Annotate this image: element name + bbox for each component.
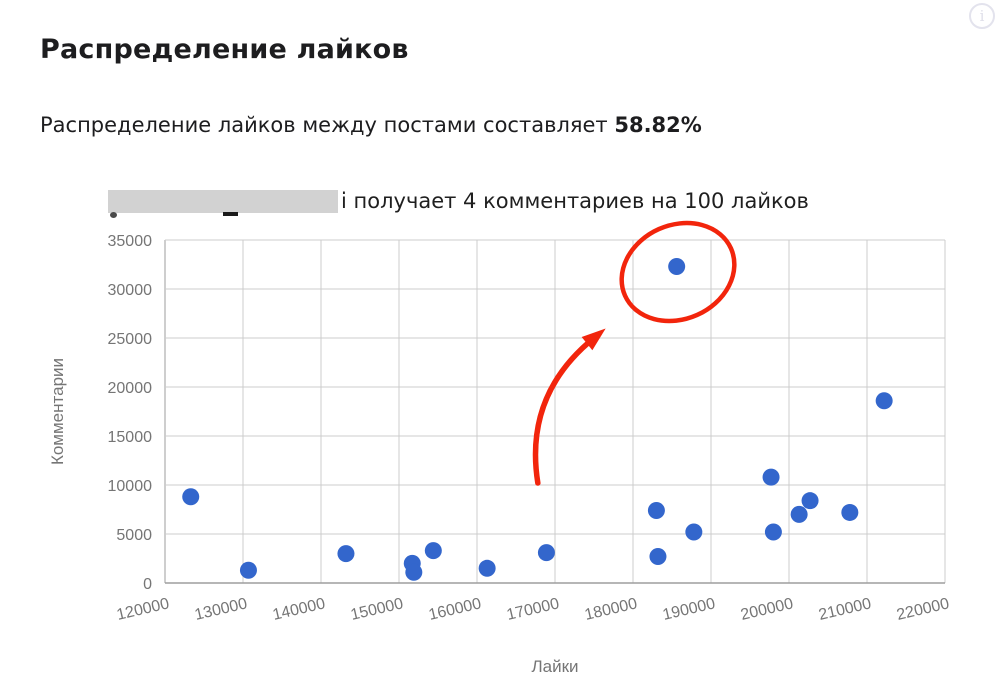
data-point[interactable] <box>537 544 555 562</box>
page-title: Распределение лайков <box>40 34 409 65</box>
x-tick-label: 190000 <box>661 595 717 624</box>
data-point[interactable] <box>337 545 355 563</box>
y-tick-label: 20000 <box>108 380 153 397</box>
x-tick-label: 160000 <box>427 595 483 624</box>
chart-title: i получает 4 комментариев на 100 лайков <box>108 188 809 214</box>
chart-title-text: i получает 4 комментариев на 100 лайков <box>341 189 809 213</box>
x-tick-label: 210000 <box>817 595 873 624</box>
x-tick-label: 200000 <box>739 595 795 624</box>
username-descender-mark <box>110 212 117 218</box>
data-point[interactable] <box>649 548 667 566</box>
x-tick-label: 180000 <box>583 595 639 624</box>
data-point[interactable] <box>478 559 496 577</box>
subtitle-text: Распределение лайков между постами соста… <box>40 113 615 137</box>
x-tick-label: 150000 <box>349 595 405 624</box>
username-underscore-mark <box>223 212 238 216</box>
x-tick-label: 140000 <box>271 595 327 624</box>
data-point[interactable] <box>239 561 257 579</box>
data-point[interactable] <box>405 563 423 581</box>
info-icon[interactable]: i <box>969 3 995 29</box>
data-point[interactable] <box>685 523 703 541</box>
data-point[interactable] <box>182 488 200 506</box>
data-point[interactable] <box>841 503 859 521</box>
y-tick-label: 35000 <box>108 233 153 250</box>
y-tick-label: 30000 <box>108 282 153 299</box>
redacted-username-box <box>108 190 338 213</box>
data-point[interactable] <box>801 492 819 510</box>
x-tick-label: 170000 <box>505 595 561 624</box>
data-point[interactable] <box>668 257 686 275</box>
x-tick-label: 120000 <box>115 595 171 624</box>
x-axis-title: Лайки <box>531 657 578 676</box>
y-tick-label: 25000 <box>108 331 153 348</box>
data-point[interactable] <box>647 501 665 519</box>
y-tick-label: 0 <box>143 576 152 593</box>
annotation-arrowhead <box>581 328 606 351</box>
data-point[interactable] <box>764 523 782 541</box>
data-point[interactable] <box>790 505 808 523</box>
x-tick-label: 130000 <box>193 595 249 624</box>
subtitle: Распределение лайков между постами соста… <box>40 113 702 137</box>
y-tick-label: 5000 <box>116 527 152 544</box>
annotation-ellipse <box>619 220 737 324</box>
y-tick-label: 10000 <box>108 478 153 495</box>
y-tick-label: 15000 <box>108 429 153 446</box>
scatter-chart-canvas[interactable]: 0 5000 10000 15000 20000 25000 30000 35000 12000… <box>0 170 1000 689</box>
y-axis-title: Комментарии <box>48 358 67 465</box>
subtitle-value: 58.82% <box>614 113 702 137</box>
data-point[interactable] <box>762 468 780 486</box>
annotation-arrow-shaft <box>532 335 597 486</box>
x-tick-label: 220000 <box>895 595 951 624</box>
data-point[interactable] <box>424 542 442 560</box>
data-point[interactable] <box>875 392 893 410</box>
